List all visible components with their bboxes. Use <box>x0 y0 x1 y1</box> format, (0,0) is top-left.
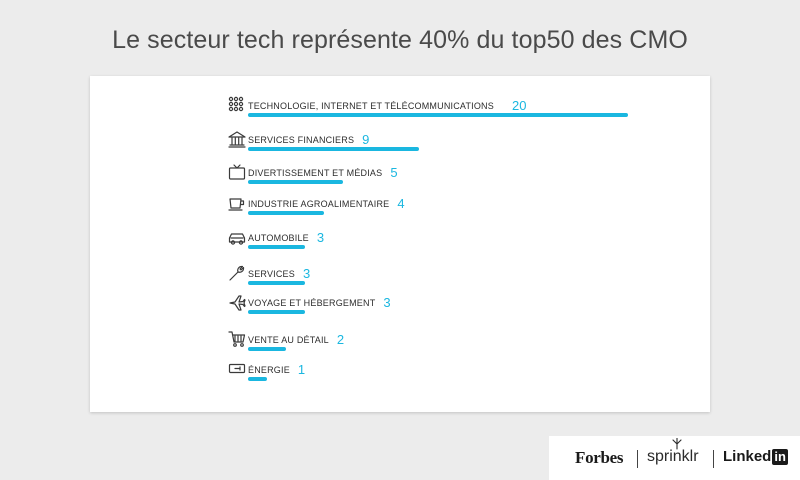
car-icon <box>228 233 246 245</box>
bank-icon <box>228 131 246 148</box>
value-label: 9 <box>362 132 369 147</box>
bar <box>248 211 324 215</box>
page-title: Le secteur tech représente 40% du top50 … <box>112 26 688 54</box>
category-label: TECHNOLOGIE, INTERNET ET TÉLÉCOMMUNICATI… <box>248 101 494 111</box>
cart-icon <box>228 331 246 347</box>
bar <box>248 180 343 184</box>
network-icon <box>228 96 244 112</box>
footer-separator <box>637 450 638 468</box>
bar <box>248 310 305 314</box>
category-label: SERVICES FINANCIERS <box>248 135 354 145</box>
forbes-logo: Forbes <box>575 448 624 467</box>
bar <box>248 245 305 249</box>
category-label: INDUSTRIE AGROALIMENTAIRE <box>248 199 389 209</box>
value-label: 3 <box>317 230 324 245</box>
footer-separator <box>713 450 714 468</box>
value-label: 3 <box>383 295 390 310</box>
linkedin-logo: Linked in <box>723 448 788 465</box>
wrench-icon <box>229 265 245 281</box>
bar <box>248 347 286 351</box>
footer-logos: Forbes sprinklr Linked in <box>549 436 800 480</box>
sprinklr-sprout-icon <box>672 438 682 450</box>
linkedin-in-box: in <box>772 449 788 465</box>
tv-icon <box>228 164 246 180</box>
bar <box>248 147 419 151</box>
category-label: VENTE AU DÉTAIL <box>248 335 329 345</box>
bar-chart: TECHNOLOGIE, INTERNET ET TÉLÉCOMMUNICATI… <box>228 96 628 381</box>
battery-icon <box>228 363 246 374</box>
linkedin-text: Linked <box>723 448 772 465</box>
category-label: ÉNERGIE <box>248 365 290 375</box>
category-label: DIVERTISSEMENT ET MÉDIAS <box>248 168 382 178</box>
category-label: AUTOMOBILE <box>248 233 309 243</box>
value-label: 3 <box>303 266 310 281</box>
bar <box>248 113 628 117</box>
airplane-icon <box>229 295 246 311</box>
value-label: 4 <box>397 196 404 211</box>
bar <box>248 281 305 285</box>
chart-card: TECHNOLOGIE, INTERNET ET TÉLÉCOMMUNICATI… <box>90 76 710 412</box>
category-label: VOYAGE ET HÉBERGEMENT <box>248 298 376 308</box>
cup-icon <box>228 198 245 211</box>
sprinklr-logo: sprinklr <box>647 448 699 465</box>
value-label: 2 <box>337 332 344 347</box>
value-label: 1 <box>298 362 305 377</box>
category-label: SERVICES <box>248 269 295 279</box>
value-label: 20 <box>512 98 526 113</box>
bar <box>248 377 267 381</box>
value-label: 5 <box>390 165 397 180</box>
